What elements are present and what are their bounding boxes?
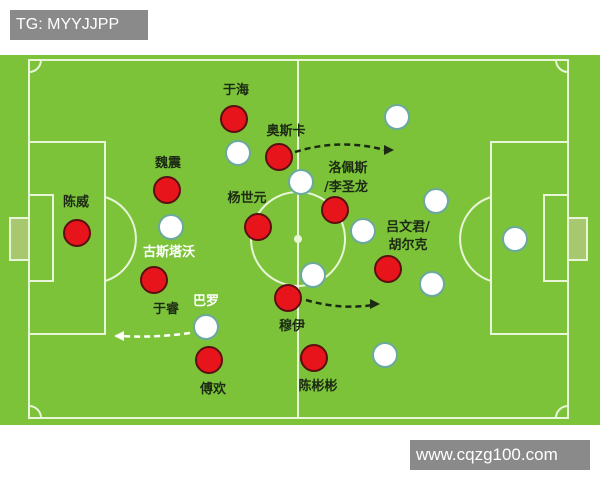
arrowhead-icon bbox=[384, 145, 394, 155]
white-player bbox=[384, 104, 410, 130]
run-arrow-muyi bbox=[305, 298, 374, 308]
white-player bbox=[158, 214, 184, 240]
watermark-top: TG: MYYJJPP bbox=[10, 10, 148, 40]
label-weizhen: 魏震 bbox=[154, 155, 182, 171]
white-player bbox=[419, 271, 445, 297]
red-player-chenbinbin bbox=[300, 344, 328, 372]
red-player-chenwei bbox=[63, 219, 91, 247]
red-player-yurui bbox=[140, 266, 168, 294]
label-lvwenjun: 吕文君/ bbox=[386, 219, 430, 235]
arrowhead-icon bbox=[114, 331, 124, 341]
red-player-yuhai bbox=[220, 105, 248, 133]
red-player-muyi bbox=[274, 284, 302, 312]
white-player bbox=[300, 262, 326, 288]
red-player-lvwenjun bbox=[374, 255, 402, 283]
label-fuhuan: 傅欢 bbox=[199, 381, 227, 397]
label-aosika: 奥斯卡 bbox=[266, 123, 305, 139]
label-yurui: 于睿 bbox=[153, 301, 180, 317]
white-player bbox=[350, 218, 376, 244]
red-player-aosika bbox=[265, 143, 293, 171]
white-player bbox=[225, 140, 251, 166]
label-luopeisi: 洛佩斯 bbox=[328, 160, 367, 176]
watermark-bottom: www.cqzg100.com bbox=[410, 440, 590, 470]
red-player-yangshiyuan bbox=[244, 213, 272, 241]
red-player-fuhuan bbox=[195, 346, 223, 374]
label-yuhai: 于海 bbox=[223, 82, 249, 98]
white-player bbox=[502, 226, 528, 252]
label-chenbinbin: 陈彬彬 bbox=[298, 378, 337, 394]
run-arrow-baluo bbox=[121, 331, 191, 338]
center-spot bbox=[294, 235, 302, 243]
label-muyi: 穆伊 bbox=[279, 318, 305, 334]
white-player bbox=[193, 314, 219, 340]
red-player-luopeisi bbox=[321, 196, 349, 224]
label-gusitawo: 古斯塔沃 bbox=[143, 244, 195, 260]
white-player bbox=[372, 342, 398, 368]
label-yangshiyuan: 杨世元 bbox=[227, 190, 266, 206]
arrowhead-icon bbox=[370, 299, 380, 309]
label-baluo: 巴罗 bbox=[193, 294, 219, 309]
label-chenwei: 陈威 bbox=[63, 194, 89, 210]
red-player-weizhen bbox=[153, 176, 181, 204]
label-lishenglong: /李圣龙 bbox=[324, 179, 368, 195]
white-player bbox=[423, 188, 449, 214]
run-arrow-aosika bbox=[294, 143, 386, 154]
white-player bbox=[288, 169, 314, 195]
pitch-lines bbox=[9, 59, 588, 419]
label-huerke: 胡尔克 bbox=[388, 237, 427, 253]
